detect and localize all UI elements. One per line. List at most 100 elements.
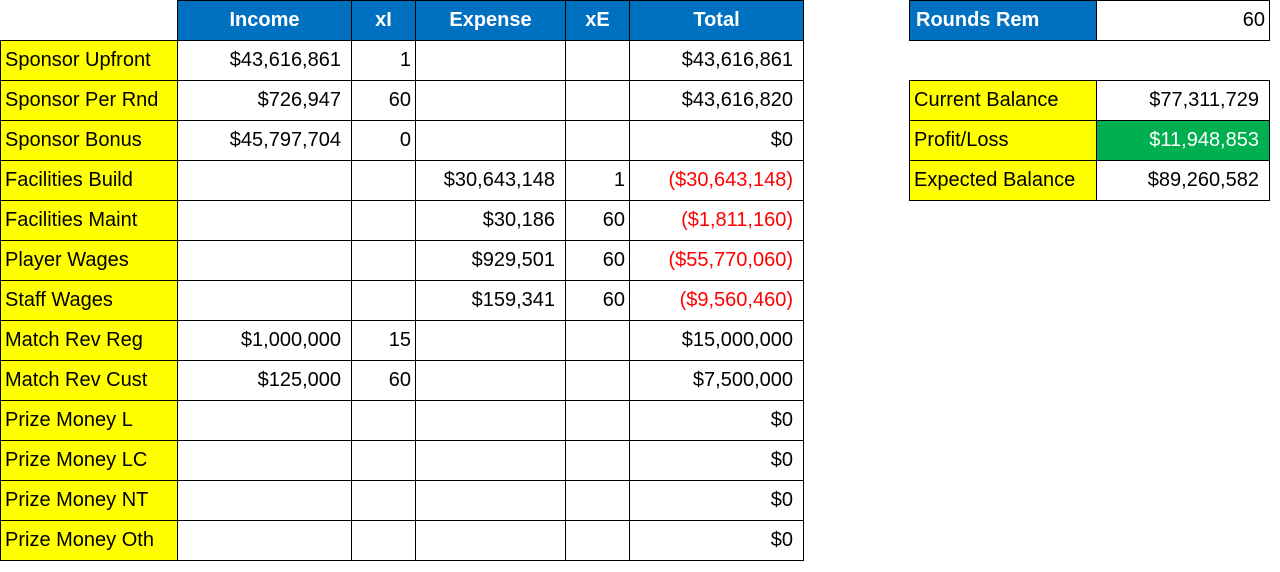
table-row: Match Rev Reg $1,000,000 15 $15,000,000: [0, 320, 804, 361]
xe-cell[interactable]: 60: [565, 280, 630, 321]
row-label[interactable]: Prize Money NT: [0, 480, 178, 521]
income-cell[interactable]: [177, 200, 352, 241]
xe-cell[interactable]: [565, 480, 630, 521]
expense-cell[interactable]: [415, 120, 566, 161]
total-cell[interactable]: $0: [629, 440, 804, 481]
xe-cell[interactable]: [565, 80, 630, 121]
row-label[interactable]: Sponsor Upfront: [0, 40, 178, 81]
row-label[interactable]: Facilities Build: [0, 160, 178, 201]
total-cell[interactable]: ($30,643,148): [629, 160, 804, 201]
expense-cell[interactable]: $929,501: [415, 240, 566, 281]
xi-cell[interactable]: [351, 520, 416, 561]
total-cell[interactable]: ($1,811,160): [629, 200, 804, 241]
xi-cell[interactable]: 1: [351, 40, 416, 81]
profit-loss-label[interactable]: Profit/Loss: [909, 120, 1097, 161]
table-row: Facilities Build $30,643,148 1 ($30,643,148…: [0, 160, 804, 201]
income-cell[interactable]: [177, 240, 352, 281]
xe-cell[interactable]: [565, 320, 630, 361]
xe-cell[interactable]: [565, 40, 630, 81]
xe-cell[interactable]: [565, 520, 630, 561]
row-label[interactable]: Match Rev Cust: [0, 360, 178, 401]
expense-cell[interactable]: $30,643,148: [415, 160, 566, 201]
expense-cell[interactable]: [415, 40, 566, 81]
income-cell[interactable]: [177, 520, 352, 561]
xe-cell[interactable]: 60: [565, 240, 630, 281]
xi-cell[interactable]: [351, 280, 416, 321]
expense-cell[interactable]: $159,341: [415, 280, 566, 321]
expense-cell[interactable]: [415, 400, 566, 441]
income-cell[interactable]: [177, 280, 352, 321]
total-cell[interactable]: $0: [629, 520, 804, 561]
header-expense[interactable]: Expense: [415, 0, 566, 41]
xe-cell[interactable]: [565, 400, 630, 441]
total-cell[interactable]: $43,616,861: [629, 40, 804, 81]
income-cell[interactable]: $125,000: [177, 360, 352, 401]
income-cell[interactable]: [177, 160, 352, 201]
header-total[interactable]: Total: [629, 0, 804, 41]
table-row: Player Wages $929,501 60 ($55,770,060): [0, 240, 804, 281]
total-cell[interactable]: $7,500,000: [629, 360, 804, 401]
total-cell[interactable]: $0: [629, 480, 804, 521]
expense-cell[interactable]: [415, 520, 566, 561]
income-cell[interactable]: $45,797,704: [177, 120, 352, 161]
row-label[interactable]: Sponsor Per Rnd: [0, 80, 178, 121]
xi-cell[interactable]: [351, 160, 416, 201]
expense-cell[interactable]: [415, 80, 566, 121]
xi-cell[interactable]: [351, 400, 416, 441]
xe-cell[interactable]: [565, 440, 630, 481]
expected-balance-value[interactable]: $89,260,582: [1096, 160, 1270, 201]
xe-cell[interactable]: [565, 360, 630, 401]
income-cell[interactable]: [177, 480, 352, 521]
row-label[interactable]: Prize Money L: [0, 400, 178, 441]
expected-balance-label[interactable]: Expected Balance: [909, 160, 1097, 201]
expense-cell[interactable]: [415, 360, 566, 401]
xe-cell[interactable]: 60: [565, 200, 630, 241]
header-xe[interactable]: xE: [565, 0, 630, 41]
xi-cell[interactable]: [351, 480, 416, 521]
xi-cell[interactable]: 60: [351, 80, 416, 121]
total-cell[interactable]: $0: [629, 120, 804, 161]
expense-cell[interactable]: [415, 440, 566, 481]
rounds-table: Rounds Rem 60: [909, 0, 1270, 41]
total-cell[interactable]: ($9,560,460): [629, 280, 804, 321]
xi-cell[interactable]: [351, 240, 416, 281]
header-income[interactable]: Income: [177, 0, 352, 41]
xi-cell[interactable]: 60: [351, 360, 416, 401]
rounds-label[interactable]: Rounds Rem: [909, 0, 1097, 41]
total-cell[interactable]: $0: [629, 400, 804, 441]
income-cell[interactable]: $43,616,861: [177, 40, 352, 81]
header-corner-cell[interactable]: [0, 0, 178, 41]
profit-loss-value[interactable]: $11,948,853: [1096, 120, 1270, 161]
row-label[interactable]: Match Rev Reg: [0, 320, 178, 361]
current-balance-label[interactable]: Current Balance: [909, 80, 1097, 121]
total-cell[interactable]: $43,616,820: [629, 80, 804, 121]
profit-loss-row: Profit/Loss $11,948,853: [909, 120, 1270, 161]
total-cell[interactable]: $15,000,000: [629, 320, 804, 361]
income-cell[interactable]: [177, 400, 352, 441]
expense-cell[interactable]: [415, 480, 566, 521]
current-balance-value[interactable]: $77,311,729: [1096, 80, 1270, 121]
expense-cell[interactable]: [415, 320, 566, 361]
row-label[interactable]: Facilities Maint: [0, 200, 178, 241]
xi-cell[interactable]: 15: [351, 320, 416, 361]
row-label[interactable]: Player Wages: [0, 240, 178, 281]
row-label[interactable]: Sponsor Bonus: [0, 120, 178, 161]
total-cell[interactable]: ($55,770,060): [629, 240, 804, 281]
income-cell[interactable]: $726,947: [177, 80, 352, 121]
xi-cell[interactable]: 0: [351, 120, 416, 161]
table-row: Facilities Maint $30,186 60 ($1,811,160): [0, 200, 804, 241]
xe-cell[interactable]: [565, 120, 630, 161]
rounds-value[interactable]: 60: [1096, 0, 1270, 41]
table-row: Prize Money NT $0: [0, 480, 804, 521]
row-label[interactable]: Prize Money Oth: [0, 520, 178, 561]
income-cell[interactable]: [177, 440, 352, 481]
header-xi[interactable]: xI: [351, 0, 416, 41]
expense-cell[interactable]: $30,186: [415, 200, 566, 241]
income-cell[interactable]: $1,000,000: [177, 320, 352, 361]
xi-cell[interactable]: [351, 440, 416, 481]
table-row: Prize Money LC $0: [0, 440, 804, 481]
row-label[interactable]: Prize Money LC: [0, 440, 178, 481]
row-label[interactable]: Staff Wages: [0, 280, 178, 321]
xi-cell[interactable]: [351, 200, 416, 241]
xe-cell[interactable]: 1: [565, 160, 630, 201]
